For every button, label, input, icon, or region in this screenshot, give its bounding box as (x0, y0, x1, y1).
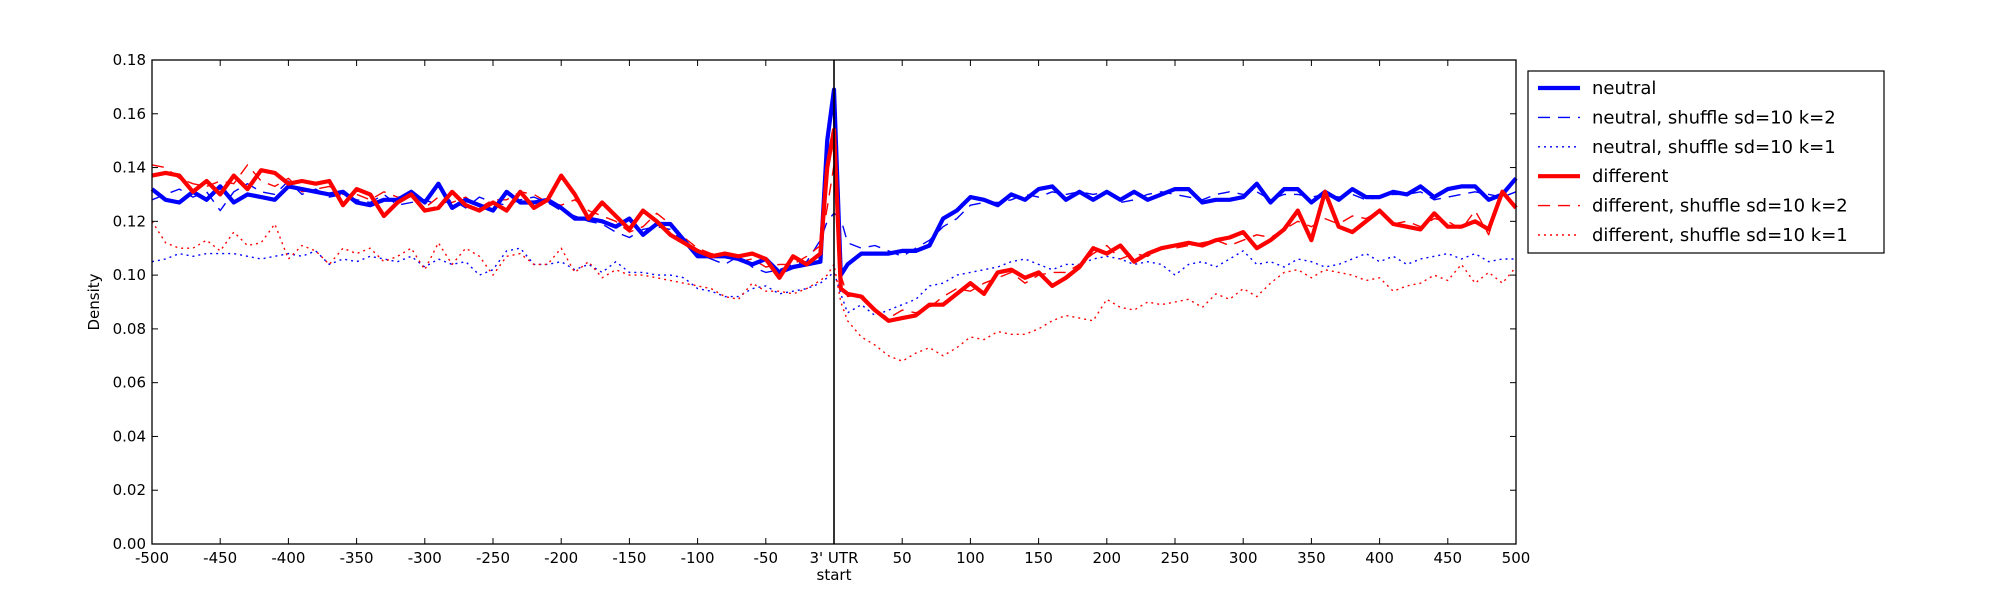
x-tick-label: 450 (1433, 549, 1462, 567)
x-tick-label: 3' UTR start (810, 549, 859, 584)
x-tick-label: 150 (1024, 549, 1053, 567)
y-tick-label: 0.14 (113, 159, 146, 177)
y-tick-label: 0.18 (113, 51, 146, 69)
x-tick-label: -500 (135, 549, 169, 567)
axis-ticks: -500 -450 -400 -350 -300 -250 -200 -150 -100 -50 3… (113, 51, 1531, 584)
series-line-neutral-shuffle-sd-10-k-1 (151, 247, 1516, 317)
x-tick-label: -150 (612, 549, 646, 567)
series-line-different-shuffle-sd-10-k-1 (151, 220, 1517, 362)
x-tick-label: -350 (340, 549, 374, 567)
y-tick-label: 0.16 (113, 105, 146, 123)
x-tick-label: 250 (1161, 549, 1190, 567)
y-tick-label: 0.00 (113, 535, 146, 553)
y-tick-label: 0.12 (113, 212, 146, 230)
x-tick-label: -50 (754, 549, 779, 567)
legend-label-different: different (1592, 166, 1668, 187)
y-tick-label: 0.10 (113, 266, 146, 284)
x-tick-label: -100 (681, 549, 715, 567)
legend-label-different-shuffle-sd-10-k-2: different, shuffle sd=10 k=2 (1592, 196, 1848, 217)
y-tick-label: 0.02 (113, 481, 146, 499)
y-tick-label: 0.06 (113, 374, 146, 392)
legend-label-neutral-shuffle-sd-10-k-1: neutral, shuffle sd=10 k=1 (1592, 137, 1836, 158)
legend-label-different-shuffle-sd-10-k-1: different, shuffle sd=10 k=1 (1592, 225, 1848, 246)
y-axis-label: Density (85, 273, 103, 330)
y-tick-label: 0.08 (113, 320, 146, 338)
x-tick-label: -400 (271, 549, 305, 567)
x-tick-label: 50 (893, 549, 912, 567)
x-tick-label: -200 (544, 549, 578, 567)
x-tick-label: 200 (1092, 549, 1121, 567)
x-tick-label: 350 (1297, 549, 1326, 567)
legend: neutral neutral, shuffle sd=10 k=2 neutral… (1527, 70, 1885, 254)
legend-box (1527, 70, 1885, 254)
legend-label-neutral: neutral (1592, 78, 1656, 99)
x-tick-label: 100 (956, 549, 985, 567)
x-tick-label: -450 (203, 549, 237, 567)
x-tick-label: -300 (408, 549, 442, 567)
x-tick-label: -250 (476, 549, 510, 567)
x-tick-label: 400 (1365, 549, 1394, 567)
x-tick-label: 300 (1229, 549, 1258, 567)
x-tick-label: 500 (1502, 549, 1531, 567)
y-tick-label: 0.04 (113, 427, 146, 445)
legend-label-neutral-shuffle-sd-10-k-2: neutral, shuffle sd=10 k=2 (1592, 107, 1836, 128)
